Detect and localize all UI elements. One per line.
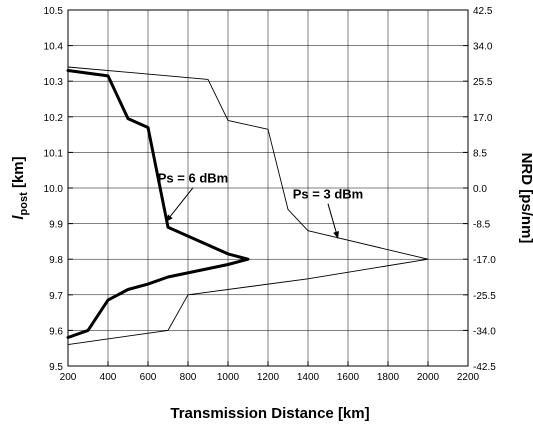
x-tick-label: 800 [180,372,197,383]
y-tick-label: 9.8 [49,255,63,266]
x-tick-label: 2000 [417,372,440,383]
y-tick-label: 9.9 [49,220,63,231]
x-axis-title: Transmission Distance [km] [170,405,369,422]
annotation-label: Ps = 6 dBm [158,171,228,186]
y-tick-label: 9.5 [49,362,63,373]
x-tick-label: 200 [60,372,77,383]
y2-tick-label: 0.0 [473,184,487,195]
y-axis-title: lpost [km] [10,156,30,219]
x-tick-label: 1200 [257,372,280,383]
series-line-1 [66,69,250,339]
annotation-label: Ps = 3 dBm [293,187,363,202]
y2-tick-label: -34.0 [473,326,496,337]
x-tick-label: 1000 [217,372,240,383]
y-tick-label: 9.6 [49,326,63,337]
series-line-2 [67,66,429,346]
y-tick-label: 10.5 [44,6,64,17]
y2-tick-label: 34.0 [473,42,493,53]
y-tick-label: 10.0 [44,184,64,195]
grid [68,10,468,366]
x-tick-label: 1600 [337,372,360,383]
y2-tick-label: -8.5 [473,220,491,231]
y-axis-title-subscript: post [18,192,30,216]
y-tick-label: 10.4 [44,42,64,53]
y-tick-label: 10.1 [44,148,64,159]
x-tick-label: 1400 [297,372,320,383]
annotation-arrowhead [333,231,339,239]
y-tick-label: 9.7 [49,291,63,302]
y2-axis-title: NRD [ps/nm] [518,153,533,244]
y2-tick-label: -42.5 [473,362,496,373]
annotations: Ps = 6 dBm Ps = 3 dBm [158,171,363,239]
y2-tick-label: 17.0 [473,113,493,124]
x-tick-label: 1800 [377,372,400,383]
series-layer [66,66,429,346]
x-tick-label: 400 [100,372,117,383]
x-tick-label: 2200 [457,372,480,383]
y-tick-label: 10.2 [44,113,64,124]
y2-tick-label: -17.0 [473,255,496,266]
y-tick-label: 10.3 [44,77,64,88]
y2-tick-label: 8.5 [473,148,487,159]
y-axis-title-unit: [km] [10,156,27,192]
y2-tick-label: 42.5 [473,6,493,17]
annotation-arrow [165,187,194,223]
ticks: 200 400 600 800 1000 1200 1400 1600 1800 2000 2200… [44,6,497,383]
annotation-arrowhead [166,214,173,222]
y-axis-title-symbol: l [10,215,27,220]
x-tick-label: 600 [140,372,157,383]
y2-tick-label: -25.5 [473,291,496,302]
y2-tick-label: 25.5 [473,77,493,88]
